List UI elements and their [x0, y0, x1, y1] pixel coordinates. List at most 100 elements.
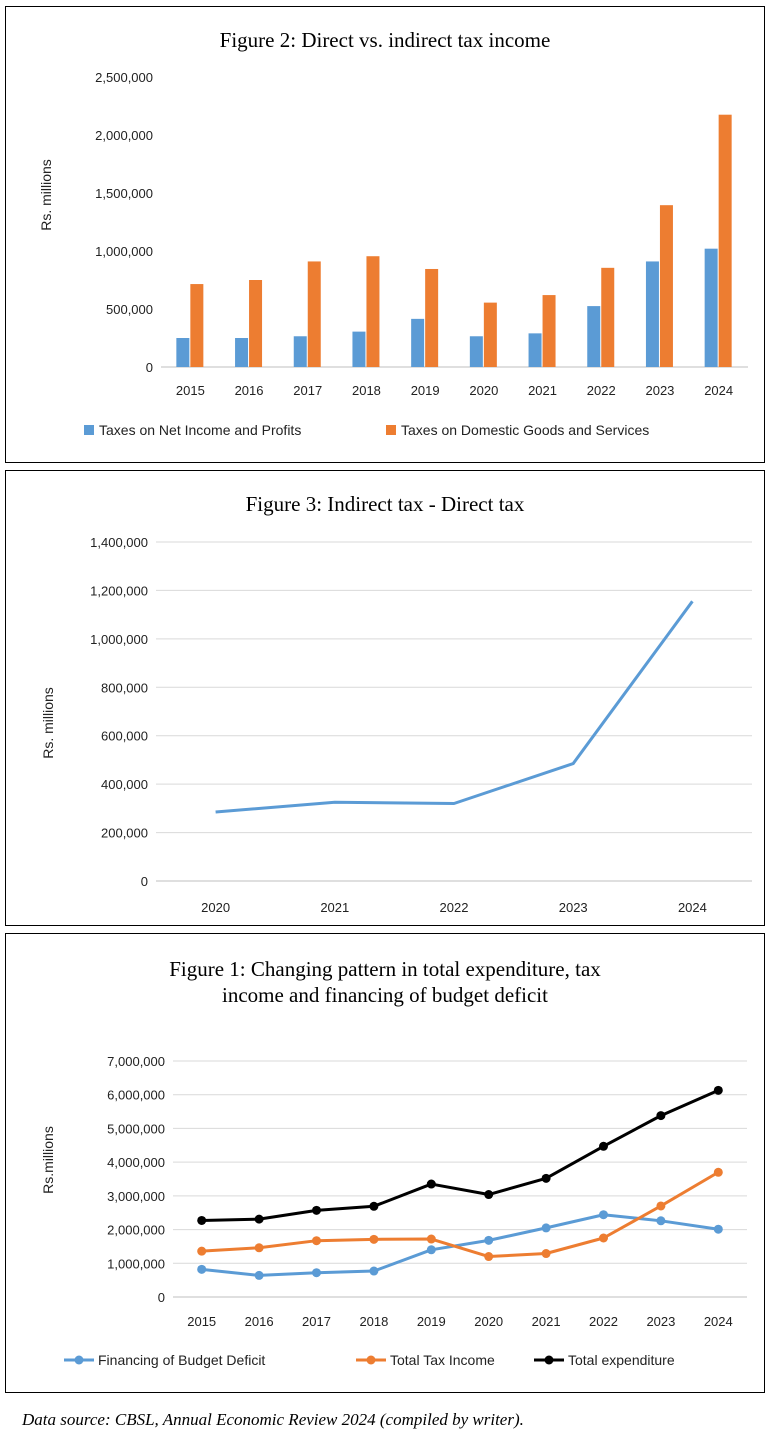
x-tick-label: 2022 [589, 1314, 618, 1329]
bar [469, 336, 483, 367]
bar [601, 267, 615, 367]
bar [704, 248, 718, 367]
figure-1-title-line-2: income and financing of budget deficit [222, 983, 548, 1007]
y-tick-label: 1,000,000 [95, 244, 153, 259]
y-tick-label: 2,000,000 [95, 128, 153, 143]
y-tick-label: 1,000,000 [90, 632, 148, 647]
x-tick-label: 2021 [320, 900, 349, 915]
figure-3-panel: Figure 3: Indirect tax - Direct tax Rs. … [5, 470, 765, 926]
legend-marker [74, 1355, 84, 1365]
x-tick-label: 2021 [532, 1314, 561, 1329]
legend-marker [366, 1355, 376, 1365]
figure-1-chart: 0 1,000,000 2,000,000 3,000,000 4,000,000 5,0… [64, 1054, 747, 1368]
x-tick-label: 2016 [235, 383, 264, 398]
bar [645, 261, 659, 367]
data-point [312, 1268, 321, 1278]
figure-2-chart: 0 500,000 1,000,000 1,500,000 2,000,000 2,500… [84, 70, 748, 438]
figure-3-chart: 0 200,000 400,000 600,000 800,000 1,000,000 1,… [90, 535, 752, 915]
legend-label: Total expenditure [568, 1352, 675, 1368]
bar [659, 205, 673, 367]
y-tick-label: 1,400,000 [90, 535, 148, 550]
data-point [254, 1214, 264, 1224]
figure-1-panel: Figure 1: Changing pattern in total expe… [5, 933, 765, 1393]
x-tick-label: 2023 [646, 1314, 675, 1329]
y-tick-label: 0 [158, 1290, 165, 1305]
x-tick-label: 2017 [293, 383, 322, 398]
y-tick-label: 200,000 [101, 826, 148, 841]
bar [718, 114, 732, 367]
y-tick-label: 800,000 [101, 680, 148, 695]
data-point [312, 1236, 321, 1246]
legend-label: Taxes on Net Income and Profits [99, 422, 301, 438]
y-tick-label: 600,000 [101, 729, 148, 744]
y-tick-label: 1,500,000 [95, 186, 153, 201]
data-point [426, 1179, 436, 1189]
x-tick-label: 2020 [201, 900, 230, 915]
data-source-note: Data source: CBSL, Annual Economic Revie… [22, 1410, 524, 1429]
data-point [484, 1252, 494, 1262]
y-tick-label: 500,000 [106, 302, 153, 317]
y-tick-label: 0 [141, 874, 148, 889]
data-point [484, 1235, 494, 1245]
bar [235, 338, 249, 367]
data-point [713, 1085, 723, 1095]
legend-swatch [84, 425, 94, 435]
data-point [369, 1234, 379, 1244]
x-tick-label: 2019 [417, 1314, 446, 1329]
x-tick-label: 2019 [411, 383, 440, 398]
data-point [484, 1190, 494, 1200]
x-tick-label: 2018 [352, 383, 381, 398]
bar [411, 318, 425, 367]
data-point [254, 1270, 264, 1280]
x-tick-label: 2020 [469, 383, 498, 398]
y-tick-label: 5,000,000 [107, 1121, 165, 1136]
bar [176, 338, 190, 367]
x-tick-label: 2020 [474, 1314, 503, 1329]
y-tick-label: 0 [146, 360, 153, 375]
data-point [197, 1264, 207, 1274]
data-point [426, 1234, 436, 1244]
data-point [541, 1173, 551, 1183]
x-tick-label: 2023 [559, 900, 588, 915]
x-tick-label: 2023 [645, 383, 674, 398]
bar [542, 295, 556, 367]
y-tick-label: 400,000 [101, 777, 148, 792]
x-tick-label: 2022 [440, 900, 469, 915]
x-tick-label: 2016 [245, 1314, 274, 1329]
bar [293, 336, 307, 367]
data-point [541, 1249, 551, 1259]
x-tick-label: 2022 [587, 383, 616, 398]
data-point [599, 1141, 608, 1151]
bar [587, 306, 601, 367]
data-point [369, 1266, 379, 1276]
bar [190, 284, 204, 367]
x-tick-label: 2024 [704, 383, 733, 398]
series-line [201, 1088, 719, 1222]
data-point [312, 1205, 321, 1215]
y-tick-label: 4,000,000 [107, 1155, 165, 1170]
data-point [197, 1215, 207, 1225]
legend-label: Total Tax Income [390, 1352, 495, 1368]
y-tick-label: 2,000,000 [107, 1223, 165, 1238]
legend-marker [544, 1355, 554, 1365]
series-line [201, 1213, 719, 1277]
x-tick-label: 2024 [704, 1314, 733, 1329]
y-tick-label: 7,000,000 [107, 1054, 165, 1069]
data-point [254, 1243, 264, 1253]
bar [483, 302, 497, 367]
data-point [541, 1223, 551, 1233]
y-tick-label: 1,000,000 [107, 1256, 165, 1271]
y-tick-label: 2,500,000 [95, 70, 153, 85]
x-tick-label: 2017 [302, 1314, 331, 1329]
figure-1-title-line-1: Figure 1: Changing pattern in total expe… [169, 957, 601, 981]
legend-label: Taxes on Domestic Goods and Services [401, 422, 649, 438]
legend-swatch [386, 425, 396, 435]
x-tick-label: 2021 [528, 383, 557, 398]
data-point [713, 1224, 723, 1234]
data-point [426, 1245, 436, 1255]
x-tick-label: 2024 [678, 900, 707, 915]
data-point [599, 1233, 608, 1243]
bar [249, 280, 263, 367]
x-tick-label: 2015 [176, 383, 205, 398]
legend-label: Financing of Budget Deficit [98, 1352, 265, 1368]
